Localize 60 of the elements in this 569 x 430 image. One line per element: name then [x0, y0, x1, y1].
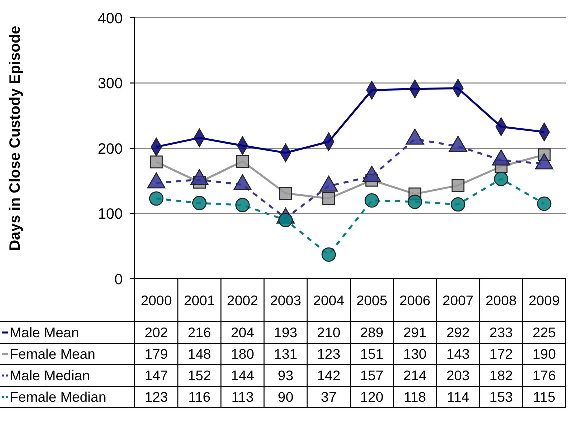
- data-label: 123: [317, 346, 341, 362]
- data-label: 120: [360, 389, 384, 406]
- legend-label: Female Median: [10, 389, 106, 406]
- data-label: 176: [532, 368, 556, 384]
- y-axis-title: Days in Close Custody Episode: [7, 26, 24, 252]
- data-label: 214: [403, 368, 428, 384]
- legend-label: Male Mean: [10, 324, 80, 341]
- x-tick-label: 2001: [184, 292, 216, 308]
- data-label: 118: [404, 389, 427, 406]
- data-label: 123: [144, 389, 168, 406]
- data-label: 113: [232, 389, 254, 406]
- data-label: 142: [317, 368, 341, 384]
- data-label: 144: [231, 368, 255, 384]
- data-label: 193: [274, 324, 298, 341]
- x-tick-label: 2005: [356, 292, 388, 308]
- data-label: 148: [188, 346, 212, 362]
- data-label: 151: [360, 346, 384, 362]
- x-tick-label: 2008: [486, 292, 518, 308]
- data-label: 289: [360, 324, 384, 341]
- data-label: 203: [446, 368, 470, 384]
- data-label: 114: [447, 389, 470, 406]
- data-label: 179: [144, 346, 168, 362]
- data-label: 225: [532, 324, 556, 341]
- data-label: 131: [274, 346, 298, 362]
- data-label: 180: [231, 346, 255, 362]
- data-label: 153: [490, 389, 514, 406]
- y-tick-label: 0: [114, 271, 123, 288]
- data-label: 143: [446, 346, 470, 362]
- data-label: 172: [490, 346, 514, 362]
- y-tick-label: 400: [98, 10, 123, 28]
- data-label: 93: [278, 368, 294, 384]
- x-tick-label: 2007: [442, 292, 474, 308]
- data-label: 115: [533, 389, 556, 406]
- x-tick-label: 2004: [313, 292, 345, 308]
- data-label: 233: [490, 324, 514, 341]
- data-label: 116: [188, 389, 212, 406]
- x-tick-label: 2009: [528, 292, 560, 308]
- legend-label: Male Median: [10, 368, 90, 384]
- data-label: 291: [403, 324, 428, 341]
- x-tick-label: 2002: [227, 292, 259, 308]
- y-tick-label: 100: [98, 206, 123, 223]
- x-tick-label: 2003: [270, 292, 302, 308]
- data-label: 182: [490, 368, 514, 384]
- data-label: 202: [144, 324, 168, 341]
- data-label: 37: [321, 389, 337, 406]
- data-label: 152: [188, 368, 212, 384]
- y-tick-label: 300: [98, 76, 123, 92]
- data-label: 157: [360, 368, 384, 384]
- y-tick-label: 200: [98, 140, 123, 158]
- data-label: 147: [144, 368, 168, 384]
- data-label: 216: [188, 324, 212, 341]
- data-label: 292: [446, 324, 470, 341]
- data-label: 90: [278, 389, 294, 406]
- data-label: 130: [403, 346, 428, 362]
- x-tick-label: 2006: [400, 292, 431, 308]
- data-label: 210: [317, 324, 341, 341]
- data-label: 190: [532, 346, 556, 362]
- legend-label: Female Mean: [10, 346, 96, 362]
- x-tick-label: 2000: [140, 292, 172, 308]
- data-label: 204: [231, 324, 255, 341]
